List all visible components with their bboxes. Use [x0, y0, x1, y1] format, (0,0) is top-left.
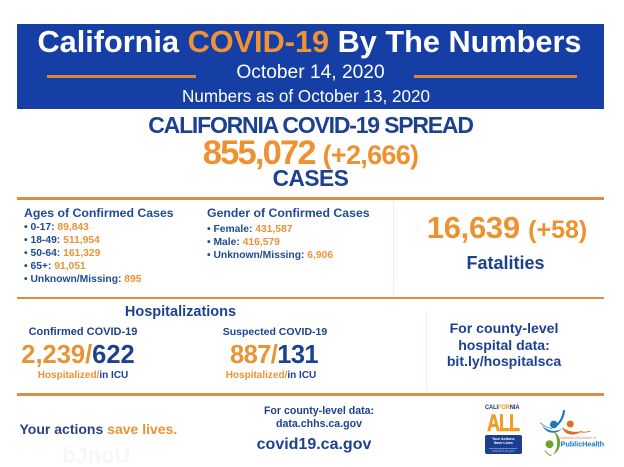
svg-text:California Department of: California Department of — [560, 436, 596, 440]
svg-text:PublicHealth: PublicHealth — [561, 440, 605, 449]
